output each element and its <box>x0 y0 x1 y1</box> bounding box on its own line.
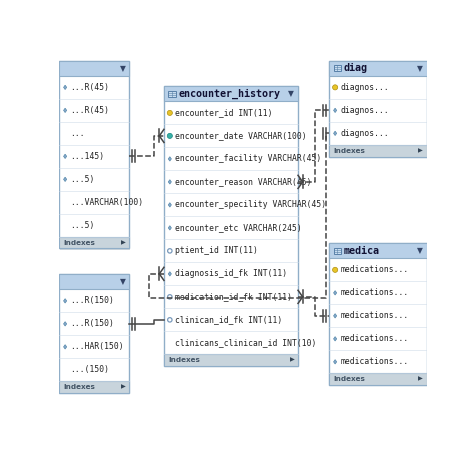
Text: medication_id_fk INT(11): medication_id_fk INT(11) <box>175 292 292 301</box>
Polygon shape <box>334 337 337 341</box>
Text: ...R(45): ...R(45) <box>70 106 109 115</box>
Text: ▼: ▼ <box>119 64 125 73</box>
Bar <box>164 86 298 366</box>
Text: medications...: medications... <box>340 288 409 297</box>
Circle shape <box>167 133 173 138</box>
Text: ...R(45): ...R(45) <box>70 83 109 92</box>
Text: medica: medica <box>344 246 380 255</box>
Bar <box>329 61 427 76</box>
Text: ...5): ...5) <box>70 175 95 184</box>
Text: Indexes: Indexes <box>334 148 365 154</box>
Bar <box>165 88 299 367</box>
Text: ▶: ▶ <box>121 240 126 245</box>
Text: Indexes: Indexes <box>64 240 96 246</box>
Text: encounter_specility VARCHAR(45): encounter_specility VARCHAR(45) <box>175 201 326 210</box>
Circle shape <box>168 318 172 322</box>
Polygon shape <box>64 345 67 349</box>
Polygon shape <box>64 177 67 182</box>
Text: diagnosis_id_fk INT(11): diagnosis_id_fk INT(11) <box>175 269 287 278</box>
Text: ▶: ▶ <box>121 385 126 390</box>
Text: ▼: ▼ <box>417 246 423 255</box>
Polygon shape <box>64 85 67 90</box>
Polygon shape <box>168 157 172 161</box>
Bar <box>60 62 130 250</box>
Bar <box>329 374 427 385</box>
Bar <box>164 86 298 101</box>
Text: medications...: medications... <box>340 265 409 274</box>
Bar <box>330 245 428 386</box>
Text: diagnos...: diagnos... <box>340 83 389 92</box>
Text: clinican_id_fk INT(11): clinican_id_fk INT(11) <box>175 315 282 324</box>
Polygon shape <box>168 203 172 207</box>
Circle shape <box>168 249 172 253</box>
Bar <box>59 274 129 289</box>
Bar <box>329 145 427 156</box>
Text: encounter_history: encounter_history <box>179 89 281 99</box>
Circle shape <box>168 295 172 299</box>
Text: ...(150): ...(150) <box>70 365 109 374</box>
Bar <box>59 61 129 76</box>
Polygon shape <box>334 360 337 364</box>
Bar <box>60 275 130 394</box>
Text: ▼: ▼ <box>289 89 294 98</box>
Bar <box>59 382 129 393</box>
Bar <box>329 243 427 385</box>
Bar <box>164 355 298 366</box>
Polygon shape <box>64 154 67 158</box>
Text: medications...: medications... <box>340 334 409 343</box>
Text: clinicans_clinican_id INT(10): clinicans_clinican_id INT(10) <box>175 338 316 347</box>
Text: encounter_facility VARCHAR(45): encounter_facility VARCHAR(45) <box>175 155 321 164</box>
Text: ▶: ▶ <box>419 148 423 153</box>
Text: ...: ... <box>70 129 85 138</box>
Text: diagnos...: diagnos... <box>340 106 389 115</box>
Polygon shape <box>334 131 337 136</box>
Text: medications...: medications... <box>340 311 409 320</box>
Text: ptient_id INT(11): ptient_id INT(11) <box>175 246 258 255</box>
Polygon shape <box>168 226 172 230</box>
Circle shape <box>167 110 173 116</box>
Text: diagnos...: diagnos... <box>340 129 389 138</box>
Bar <box>59 274 129 393</box>
Text: Indexes: Indexes <box>334 376 365 382</box>
Bar <box>330 62 428 158</box>
Text: ▼: ▼ <box>119 277 125 286</box>
Bar <box>334 65 341 71</box>
Text: ...5): ...5) <box>70 221 95 230</box>
Text: Indexes: Indexes <box>168 357 200 363</box>
Text: encounter_reason VARCHAR(45): encounter_reason VARCHAR(45) <box>175 177 311 186</box>
Text: encounter_id INT(11): encounter_id INT(11) <box>175 109 273 118</box>
Polygon shape <box>334 314 337 318</box>
Text: ▼: ▼ <box>417 64 423 73</box>
Bar <box>59 237 129 248</box>
Bar <box>59 61 129 248</box>
Text: medications...: medications... <box>340 357 409 366</box>
Text: ...HAR(150): ...HAR(150) <box>70 342 124 351</box>
Bar <box>334 248 341 254</box>
Text: ...R(150): ...R(150) <box>70 296 114 305</box>
Polygon shape <box>168 180 172 184</box>
Polygon shape <box>168 272 172 276</box>
Polygon shape <box>64 322 67 326</box>
Bar <box>329 243 427 258</box>
Text: ...R(150): ...R(150) <box>70 319 114 328</box>
Text: Indexes: Indexes <box>64 384 96 390</box>
Text: encounter_date VARCHAR(100): encounter_date VARCHAR(100) <box>175 131 307 140</box>
Text: ...145): ...145) <box>70 152 104 161</box>
Polygon shape <box>334 291 337 295</box>
Text: diag: diag <box>344 63 368 73</box>
Polygon shape <box>334 108 337 112</box>
Circle shape <box>333 267 337 273</box>
Polygon shape <box>64 299 67 303</box>
Text: encounter_etc VARCHAR(245): encounter_etc VARCHAR(245) <box>175 223 302 232</box>
Polygon shape <box>64 108 67 112</box>
Circle shape <box>333 85 337 90</box>
Text: ▶: ▶ <box>290 358 294 363</box>
Text: ▶: ▶ <box>419 377 423 382</box>
Text: ...VARCHAR(100): ...VARCHAR(100) <box>70 198 144 207</box>
Bar <box>329 61 427 156</box>
Bar <box>168 91 176 97</box>
